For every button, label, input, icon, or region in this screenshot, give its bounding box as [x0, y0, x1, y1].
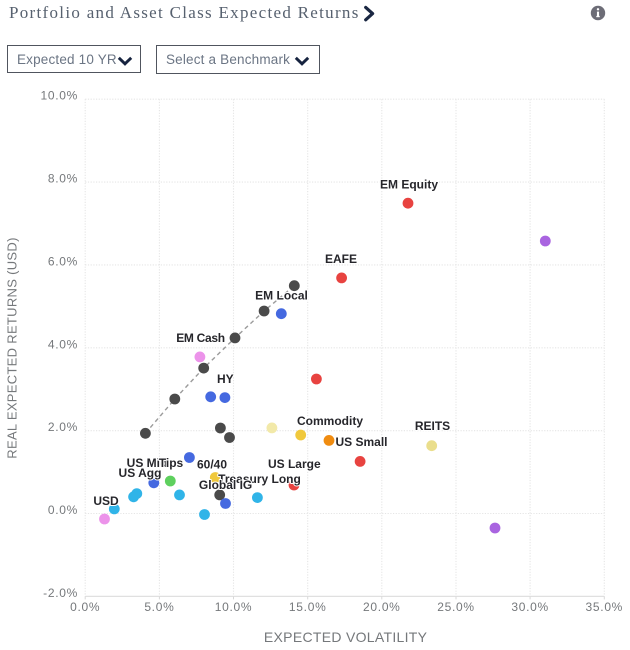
svg-text:HY: HY — [217, 372, 234, 386]
svg-text:10.0%: 10.0% — [40, 89, 78, 103]
svg-text:US Small: US Small — [335, 435, 387, 449]
svg-text:Global IG: Global IG — [199, 478, 252, 492]
svg-text:REITS: REITS — [415, 419, 450, 433]
svg-text:4.0%: 4.0% — [48, 337, 78, 351]
svg-text:25.0%: 25.0% — [437, 600, 475, 614]
svg-text:USD: USD — [93, 494, 119, 508]
svg-text:EXPECTED VOLATILITY: EXPECTED VOLATILITY — [264, 629, 428, 645]
svg-text:EM Local: EM Local — [255, 288, 308, 302]
svg-text:8.0%: 8.0% — [48, 172, 78, 186]
svg-text:US Mid: US Mid — [127, 456, 168, 470]
svg-text:30.0%: 30.0% — [511, 600, 549, 614]
svg-text:EM Cash: EM Cash — [176, 331, 225, 345]
svg-text:5.0%: 5.0% — [144, 600, 174, 614]
svg-text:6.0%: 6.0% — [48, 254, 78, 268]
svg-text:15.0%: 15.0% — [289, 600, 327, 614]
svg-text:2.0%: 2.0% — [48, 420, 78, 434]
svg-text:20.0%: 20.0% — [363, 600, 401, 614]
svg-text:Commodity: Commodity — [297, 414, 363, 428]
svg-text:0.0%: 0.0% — [48, 503, 78, 517]
svg-text:-2.0%: -2.0% — [43, 586, 78, 600]
svg-text:EM Equity: EM Equity — [380, 178, 438, 192]
svg-text:US Large: US Large — [268, 457, 321, 471]
svg-text:US Agg: US Agg — [119, 466, 162, 480]
svg-text:35.0%: 35.0% — [586, 600, 624, 614]
svg-text:10.0%: 10.0% — [215, 600, 253, 614]
svg-text:Treasury Long: Treasury Long — [218, 472, 301, 486]
svg-text:Tips: Tips — [159, 456, 184, 470]
svg-text:60/40: 60/40 — [197, 458, 227, 472]
svg-text:REAL EXPECTED RETURNS (USD): REAL EXPECTED RETURNS (USD) — [5, 237, 20, 458]
svg-text:EAFE: EAFE — [325, 252, 357, 266]
svg-text:0.0%: 0.0% — [70, 600, 100, 614]
